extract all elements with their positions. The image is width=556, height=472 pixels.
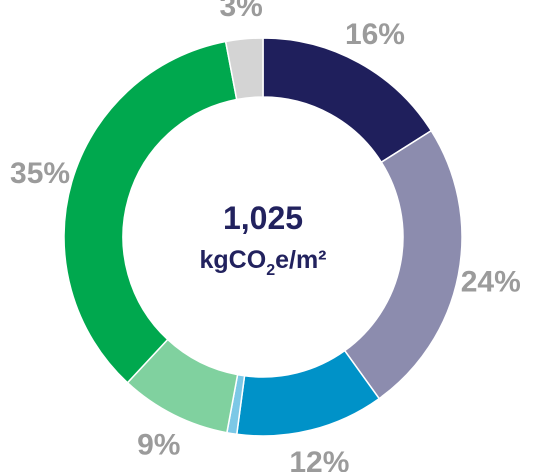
slice-label-6: 3% [219, 0, 262, 23]
unit-suffix: e/m² [275, 246, 326, 274]
donut-slice-5 [63, 40, 238, 384]
slice-label-0: 16% [345, 18, 405, 51]
unit-prefix: kgCO [200, 246, 267, 274]
slice-label-5: 35% [10, 157, 70, 190]
slice-label-1: 24% [461, 265, 521, 298]
center-unit-label: kgCO2e/m² [200, 246, 327, 279]
donut-slice-6 [224, 37, 264, 101]
donut-slice-1 [343, 129, 463, 400]
slice-label-4: 9% [137, 428, 180, 461]
donut-slice-0 [262, 37, 433, 164]
slice-label-2: 12% [289, 446, 349, 472]
slice-labels: 16% 24% 12% 9% 35% 3% [10, 0, 521, 472]
center-total-value: 1,025 [223, 200, 303, 236]
unit-subscript: 2 [266, 262, 275, 279]
donut-slices [63, 37, 463, 437]
